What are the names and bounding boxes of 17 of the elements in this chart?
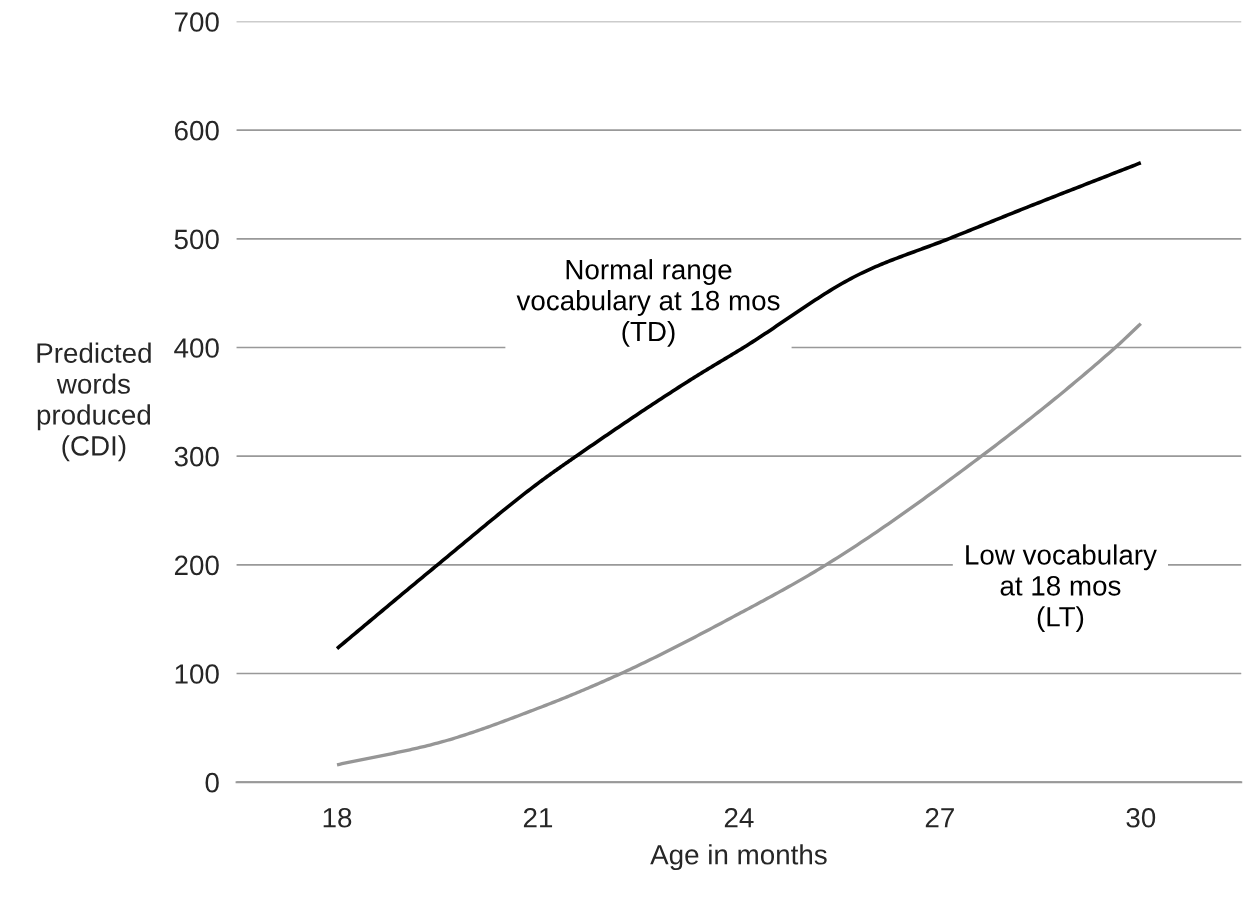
y-tick-label: 0 [205, 772, 219, 793]
series-label: Normal range vocabulary at 18 mos (TD) [516, 259, 780, 347]
y-tick-label: 300 [174, 446, 219, 467]
x-axis-title: Age in months [650, 844, 827, 871]
y-tick-label: 600 [174, 120, 219, 141]
y-tick-label: 100 [175, 664, 219, 684]
x-tick-label: 21 [523, 807, 553, 828]
x-tick-label: 24 [724, 807, 754, 828]
x-tick-label: 27 [925, 807, 954, 828]
y-tick-label: 400 [174, 338, 219, 358]
x-tick-label: 18 [323, 807, 352, 828]
y-tick-label: 700 [174, 12, 219, 32]
y-tick-label: 500 [174, 229, 219, 250]
y-tick-label: 200 [174, 555, 219, 576]
text: Low vocabulary at 18 mos (LT) [966, 544, 1157, 633]
y-axis-title: Predicted words produced (CDI) [37, 342, 151, 462]
x-tick-label: 30 [1126, 807, 1156, 828]
